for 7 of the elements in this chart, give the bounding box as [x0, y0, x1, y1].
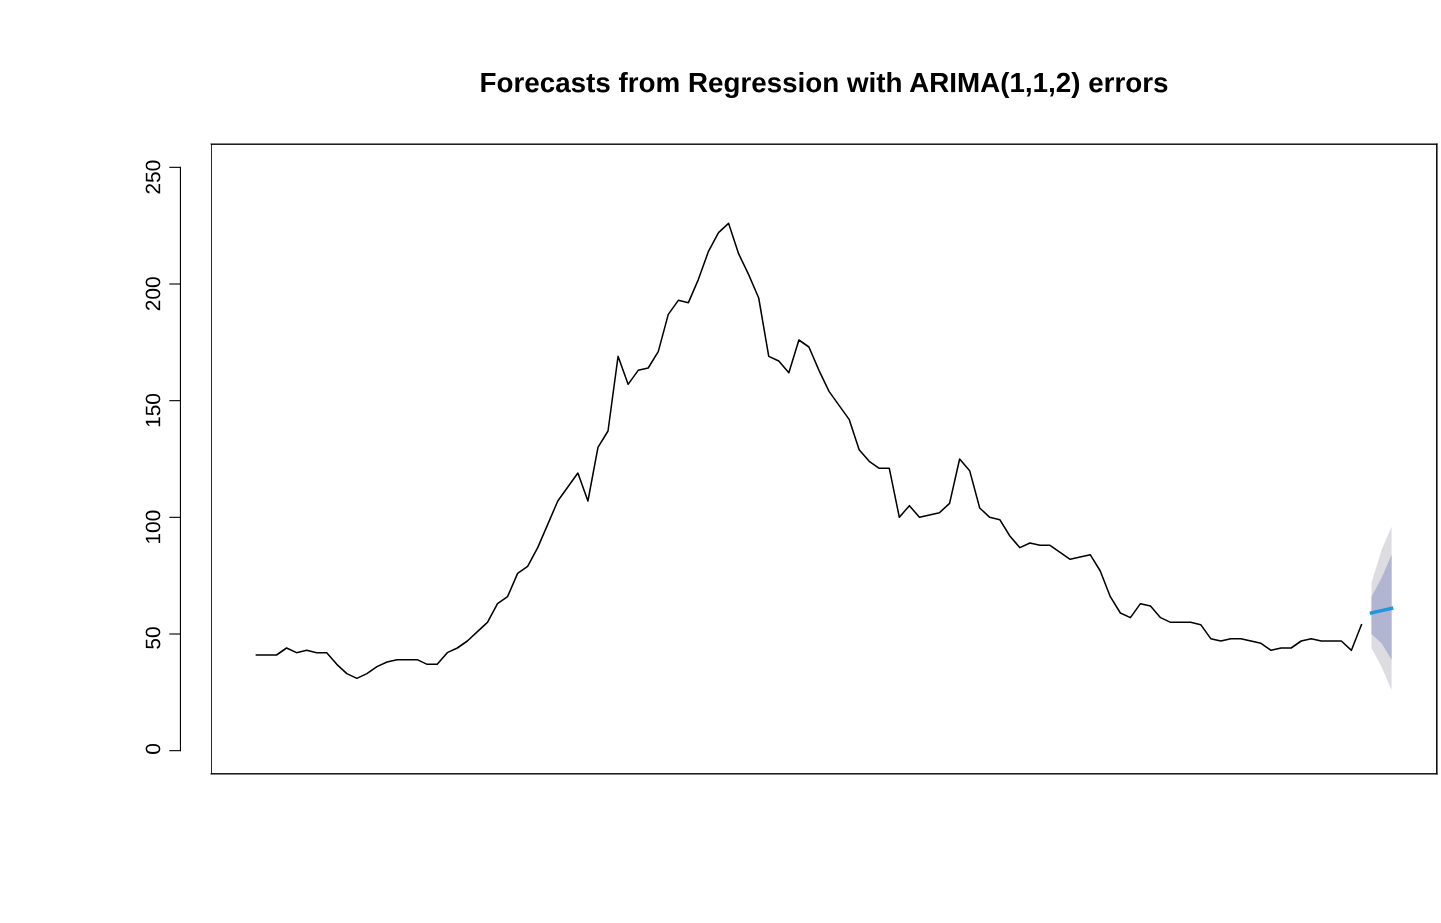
y-tick-label: 0 [145, 743, 161, 754]
y-tick-label: 250 [145, 160, 161, 194]
y-tick-label: 100 [145, 510, 161, 543]
y-tick-label: 150 [145, 393, 161, 427]
y-tick-label: 200 [145, 277, 161, 311]
chart-title: Forecasts from Regression with ARIMA(1,1,2) errors [481, 71, 1168, 99]
y-tick-label: 50 [145, 627, 161, 649]
